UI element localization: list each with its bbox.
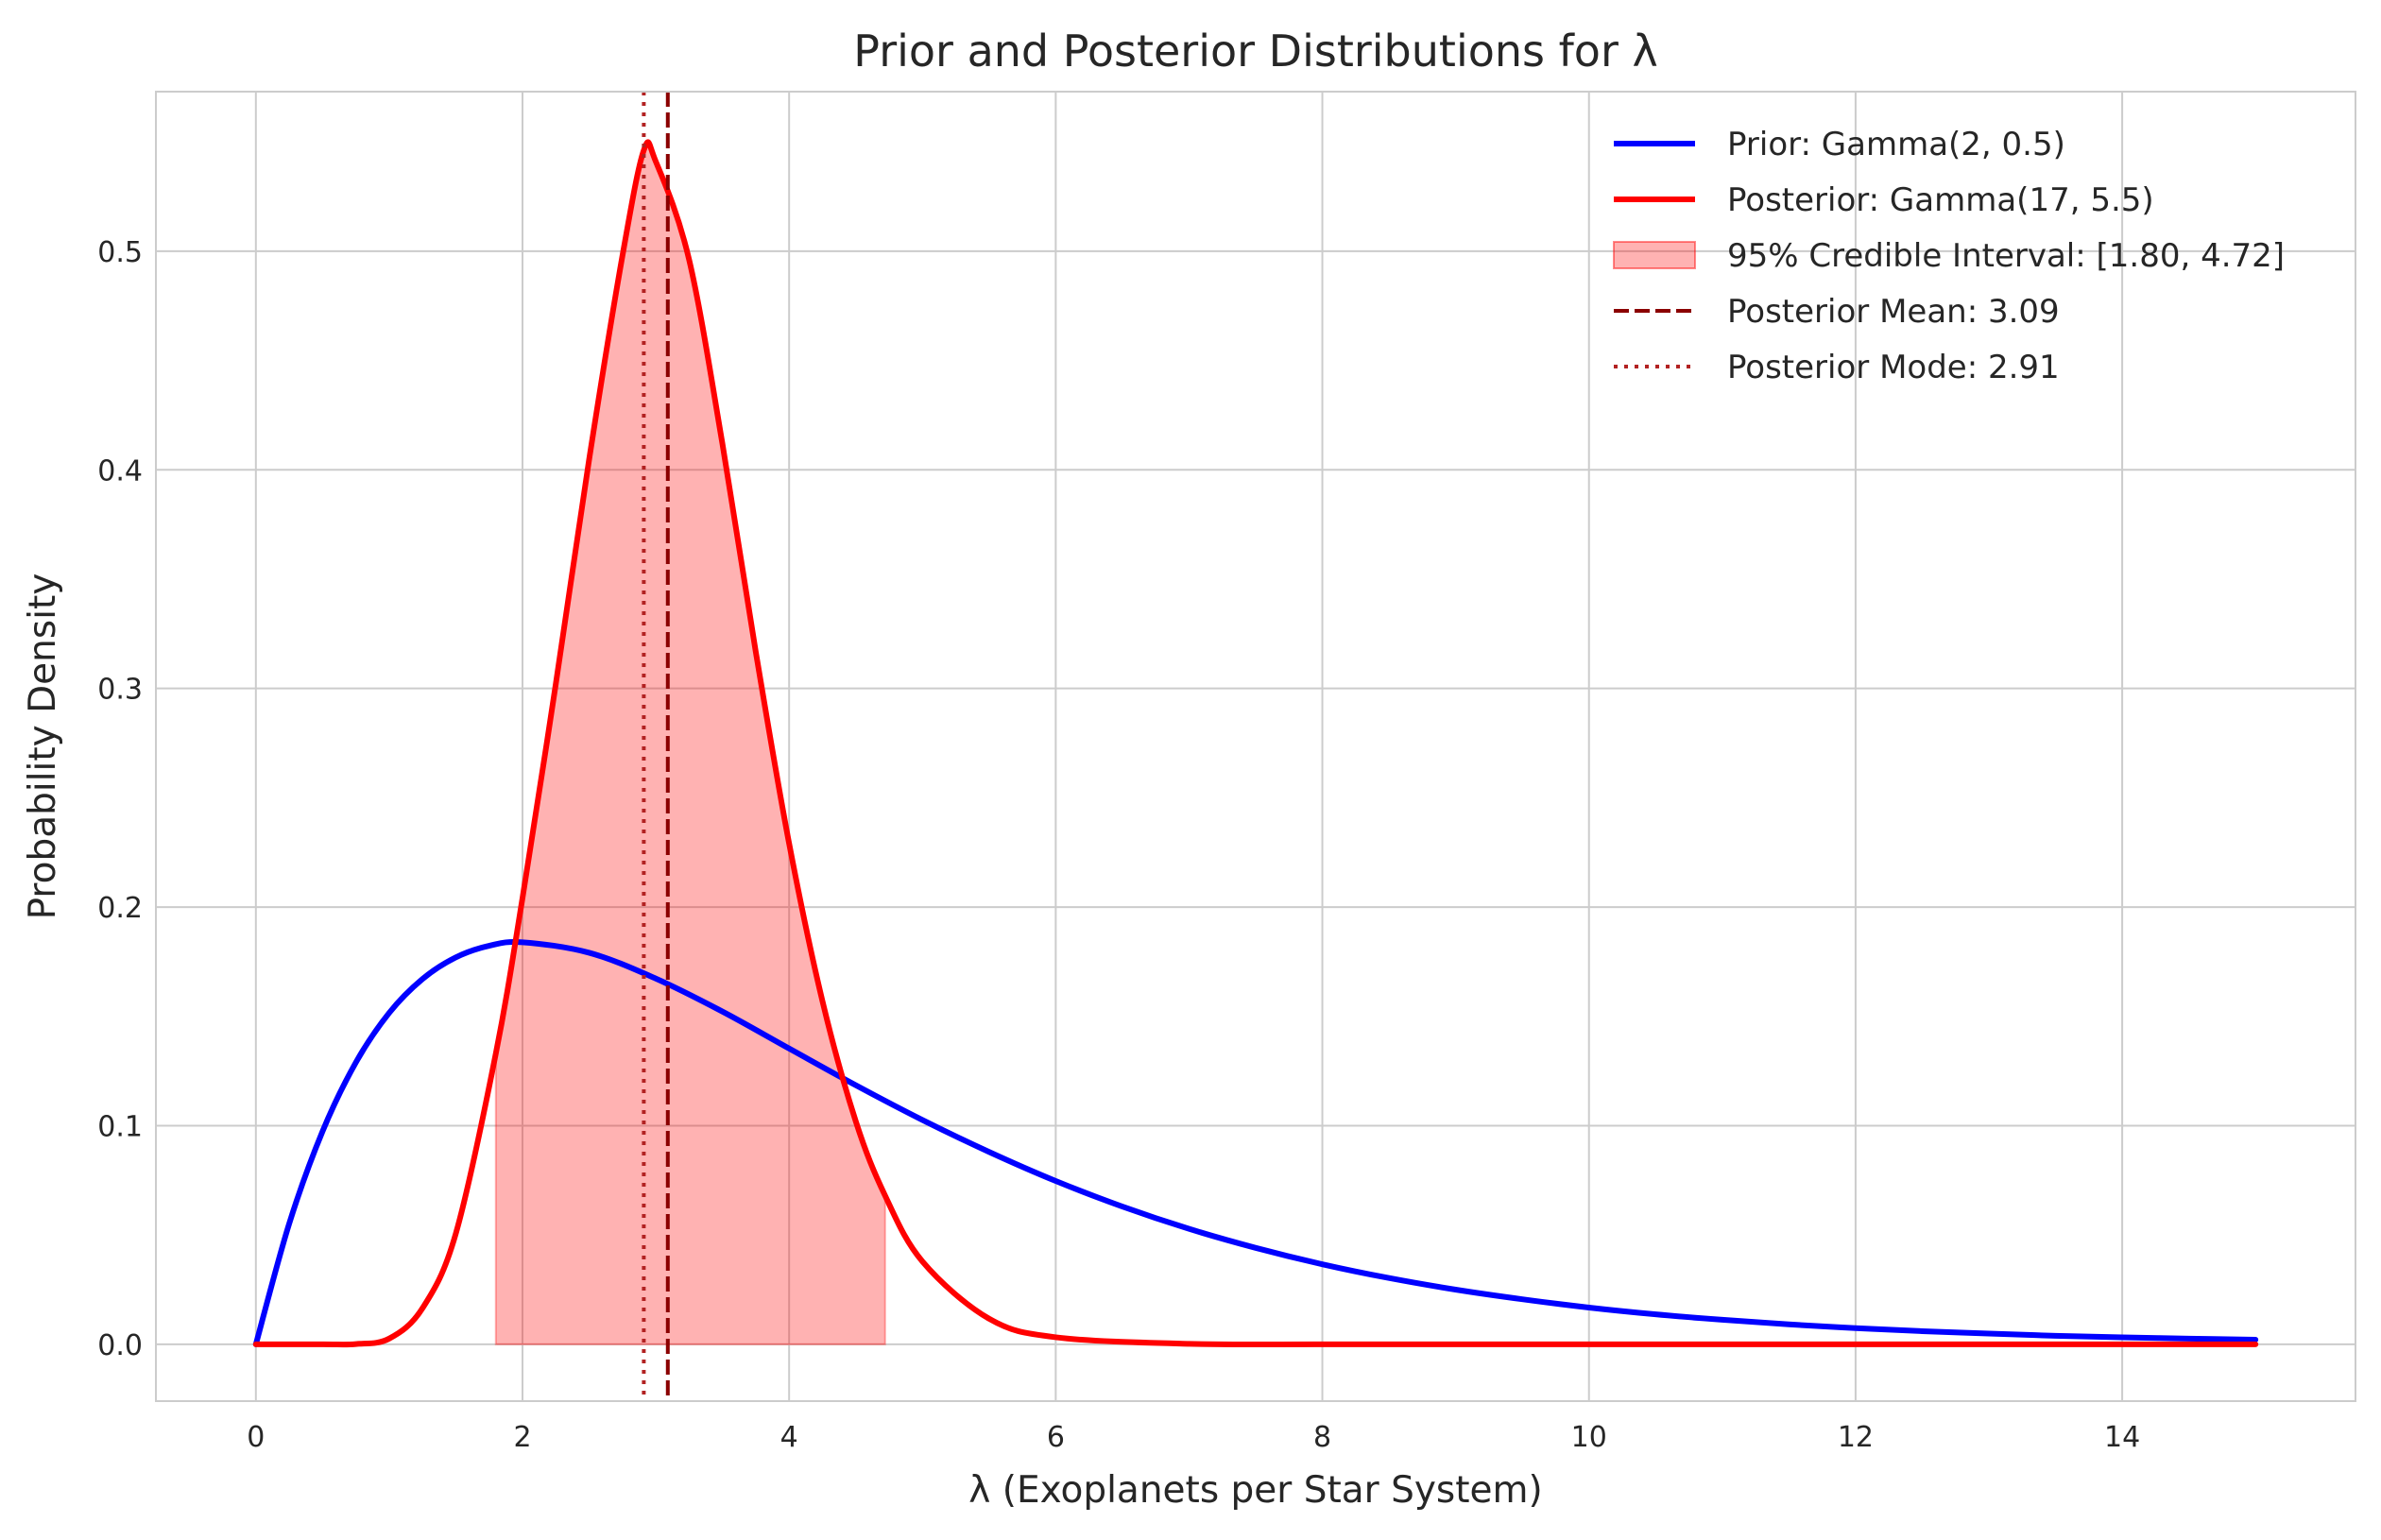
x-tick-label: 14 xyxy=(2104,1421,2140,1454)
axis-ticks: 0 2 4 6 8 10 12 14 0.0 0.1 0.2 0.3 0.4 0.5 xyxy=(97,236,2140,1454)
legend-label-posterior-mode: Posterior Mode: 2.91 xyxy=(1727,349,2060,386)
y-tick-label: 0.1 xyxy=(97,1110,143,1143)
y-axis-label: Probability Density xyxy=(22,573,64,920)
legend-label-posterior: Posterior: Gamma(17, 5.5) xyxy=(1727,181,2154,219)
x-tick-label: 8 xyxy=(1313,1421,1331,1454)
prior-line xyxy=(252,939,2259,1347)
x-tick-label: 4 xyxy=(780,1421,798,1454)
legend-swatch-credible-interval xyxy=(1613,241,1696,269)
plot-area xyxy=(252,92,2259,1401)
legend-label-credible-interval: 95% Credible Interval: [1.80, 4.72] xyxy=(1727,237,2285,275)
legend-label-posterior-mean: Posterior Mean: 3.09 xyxy=(1727,293,2060,331)
x-axis-label: λ (Exoplanets per Star System) xyxy=(968,1469,1543,1512)
y-tick-label: 0.3 xyxy=(97,674,143,707)
plot-frame xyxy=(155,91,2356,1402)
legend-label-prior: Prior: Gamma(2, 0.5) xyxy=(1727,126,2065,163)
x-tick-label: 6 xyxy=(1047,1421,1065,1454)
chart-title: Prior and Posterior Distributions for λ xyxy=(853,26,1657,77)
x-tick-label: 0 xyxy=(247,1421,265,1454)
x-tick-label: 12 xyxy=(1838,1421,1874,1454)
x-tick-label: 2 xyxy=(513,1421,531,1454)
legend: Prior: Gamma(2, 0.5) Posterior: Gamma(17,… xyxy=(1613,126,2285,386)
y-tick-label: 0.4 xyxy=(97,454,143,488)
y-tick-label: 0.2 xyxy=(97,892,143,925)
posterior-line xyxy=(252,139,2259,1348)
x-tick-label: 10 xyxy=(1571,1421,1607,1454)
y-tick-label: 0.0 xyxy=(97,1329,143,1362)
y-tick-label: 0.5 xyxy=(97,236,143,269)
